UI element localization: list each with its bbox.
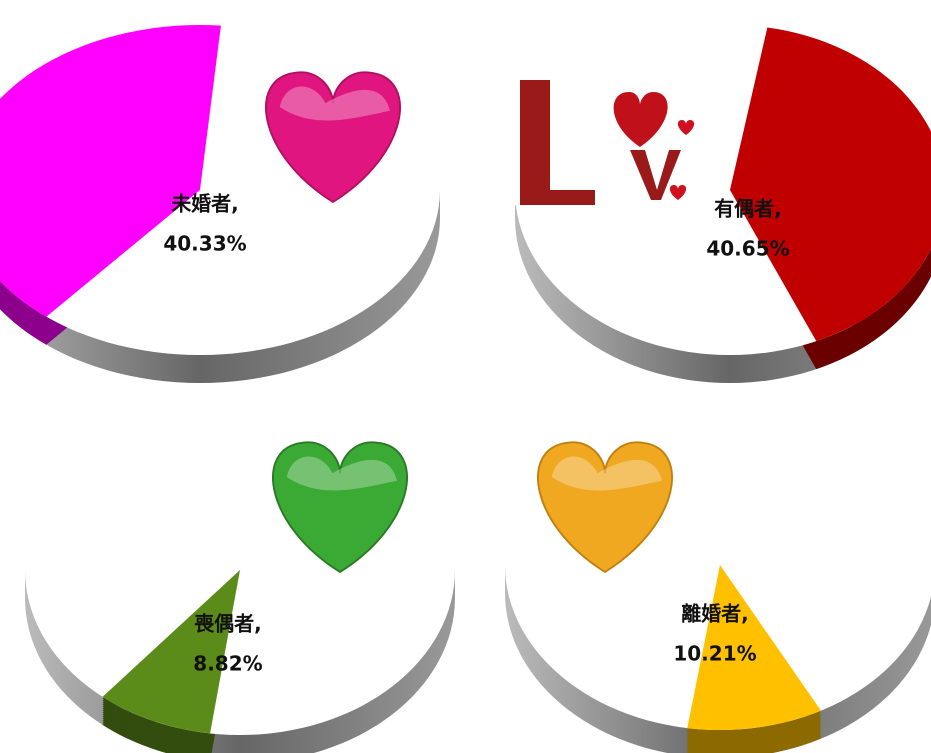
chart: 未婚者, 40.33% 有偶者, 40.65% 喪偶者, 8.82% 離婚者, 10.21%: [0, 0, 931, 753]
value-label: 10.21%: [673, 642, 756, 666]
category-label: 有偶者,: [714, 197, 782, 221]
value-label: 40.65%: [706, 237, 789, 261]
value-label: 40.33%: [163, 232, 246, 256]
value-label: 8.82%: [193, 652, 262, 676]
category-label: 喪偶者,: [194, 612, 262, 636]
love-image: [515, 55, 695, 205]
category-label: 離婚者,: [681, 602, 749, 626]
pies: [0, 25, 931, 753]
category-label: 未婚者,: [171, 192, 239, 216]
